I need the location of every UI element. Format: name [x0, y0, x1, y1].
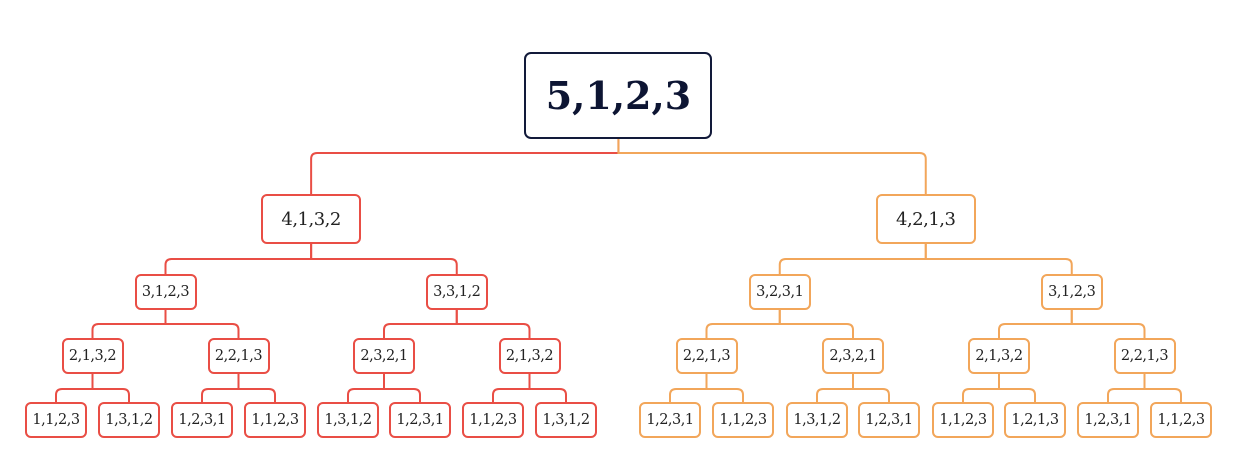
connector-line	[1143, 374, 1182, 402]
connector-line	[91, 374, 130, 402]
tree-node: 3,2,3,1	[748, 274, 811, 310]
tree-node: 1,2,3,1	[1077, 402, 1139, 438]
tree-node: 1,1,2,3	[1150, 402, 1212, 438]
connector-line	[164, 244, 313, 274]
connector-line	[705, 374, 744, 402]
tree-node: 3,3,1,2	[425, 274, 488, 310]
connector-line	[237, 374, 276, 402]
connector-line	[852, 374, 890, 402]
tree-node: 1,2,1,3	[1004, 402, 1066, 438]
tree-node: 2,2,1,3	[207, 338, 270, 374]
connector-line	[924, 244, 1073, 274]
tree-node: 1,3,1,2	[786, 402, 848, 438]
tree-node: 1,3,1,2	[317, 402, 379, 438]
connector-line	[310, 138, 620, 194]
tree-node: 4,2,1,3	[875, 194, 976, 244]
tree-node: 2,3,2,1	[353, 338, 415, 374]
tree-node: 1,2,3,1	[639, 402, 701, 438]
tree-node: 3,1,2,3	[1040, 274, 1103, 310]
connector-line	[998, 310, 1073, 338]
tree-node: 1,2,3,1	[171, 402, 233, 438]
tree-node: 2,2,1,3	[675, 338, 738, 374]
connector-line	[1107, 374, 1146, 402]
connector-line	[91, 310, 167, 338]
connector-line	[310, 244, 458, 274]
connector-line	[705, 310, 781, 338]
connector-line	[383, 310, 458, 338]
connector-line	[962, 374, 1000, 402]
tree-node: 1,1,2,3	[712, 402, 774, 438]
tree-node: 1,1,2,3	[244, 402, 306, 438]
tree-node: 2,1,3,2	[61, 338, 124, 374]
tree-node: 2,2,1,3	[1113, 338, 1176, 374]
connector-line	[528, 374, 567, 402]
connector-line	[778, 244, 927, 274]
connector-line	[55, 374, 94, 402]
connector-line	[201, 374, 240, 402]
tree-node: 1,1,2,3	[25, 402, 87, 438]
connector-line	[164, 310, 240, 338]
connector-line	[669, 374, 708, 402]
tree-node: 1,2,3,1	[858, 402, 920, 438]
connector-line	[998, 374, 1036, 402]
connector-line	[778, 310, 854, 338]
tree-node: 2,3,2,1	[822, 338, 884, 374]
connector-line	[347, 374, 385, 402]
tree-node: 1,3,1,2	[98, 402, 160, 438]
connector-line	[455, 310, 531, 338]
tree-node: 2,1,3,2	[968, 338, 1030, 374]
connector-line	[492, 374, 531, 402]
tree-node: 1,3,1,2	[535, 402, 597, 438]
connector-line	[617, 138, 927, 194]
connector-line	[383, 374, 421, 402]
root-node: 5,1,2,3	[524, 51, 713, 139]
connector-line	[1070, 310, 1146, 338]
tree-node: 1,1,2,3	[462, 402, 524, 438]
tree-node: 2,1,3,2	[498, 338, 561, 374]
tree-node: 4,1,3,2	[261, 194, 362, 244]
tree-node: 1,1,2,3	[932, 402, 994, 438]
tree-node: 1,2,3,1	[389, 402, 451, 438]
tree-node: 3,1,2,3	[134, 274, 197, 310]
connector-line	[816, 374, 854, 402]
